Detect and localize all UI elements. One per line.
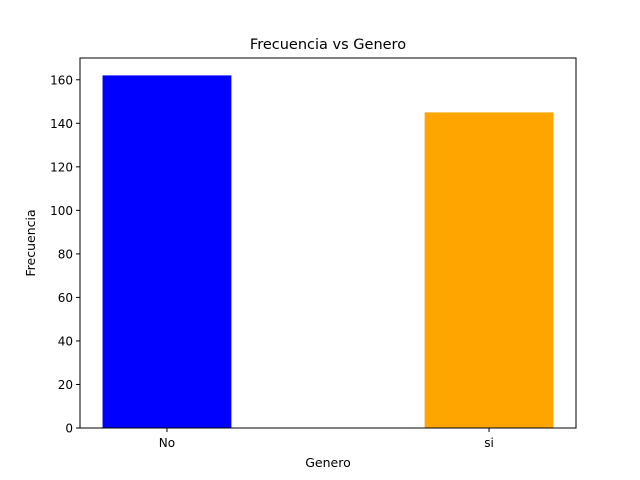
x-axis-ticks: No si: [159, 428, 494, 450]
y-tick-label: 60: [58, 291, 73, 305]
x-tick-label-no: No: [159, 436, 175, 450]
y-tick-label: 20: [58, 378, 73, 392]
y-tick-label: 80: [58, 247, 73, 261]
bar-no: [102, 75, 232, 428]
y-axis-ticks: 0 20 40 60 80 100 120 140 160: [50, 73, 80, 436]
bars-group: [102, 75, 554, 428]
y-tick-label: 0: [65, 422, 73, 436]
y-tick-label: 140: [50, 117, 73, 131]
y-tick-label: 100: [50, 204, 73, 218]
x-axis-label: Genero: [305, 455, 351, 470]
y-tick-label: 120: [50, 160, 73, 174]
bar-si: [424, 112, 554, 428]
y-tick-label: 160: [50, 73, 73, 87]
y-axis-label: Frecuencia: [23, 209, 38, 276]
plot-frame: [79, 57, 577, 429]
y-tick-label: 40: [58, 334, 73, 348]
chart-title: Frecuencia vs Genero: [250, 37, 406, 53]
x-tick-label-si: si: [484, 436, 494, 450]
